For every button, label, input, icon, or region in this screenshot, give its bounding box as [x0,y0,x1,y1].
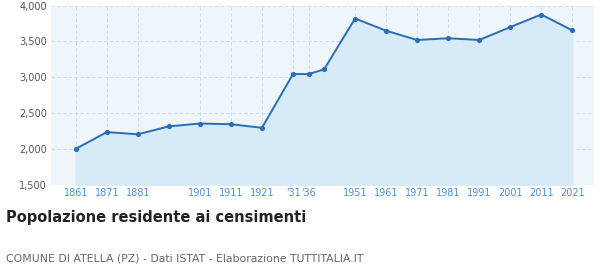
Point [319,67,329,72]
Point [350,16,360,21]
Point [505,25,515,29]
Point [102,130,112,134]
Point [195,121,205,126]
Point [288,72,298,76]
Text: Popolazione residente ai censimenti: Popolazione residente ai censimenti [6,210,306,225]
Point [443,36,453,40]
Point [257,125,267,130]
Point [304,72,313,76]
Point [568,28,577,32]
Point [226,122,236,127]
Point [164,124,174,129]
Point [412,38,422,42]
Text: COMUNE DI ATELLA (PZ) - Dati ISTAT - Elaborazione TUTTITALIA.IT: COMUNE DI ATELLA (PZ) - Dati ISTAT - Ela… [6,253,364,263]
Point [536,12,546,17]
Point [133,132,143,137]
Point [382,29,391,33]
Point [71,146,80,151]
Point [475,38,484,42]
